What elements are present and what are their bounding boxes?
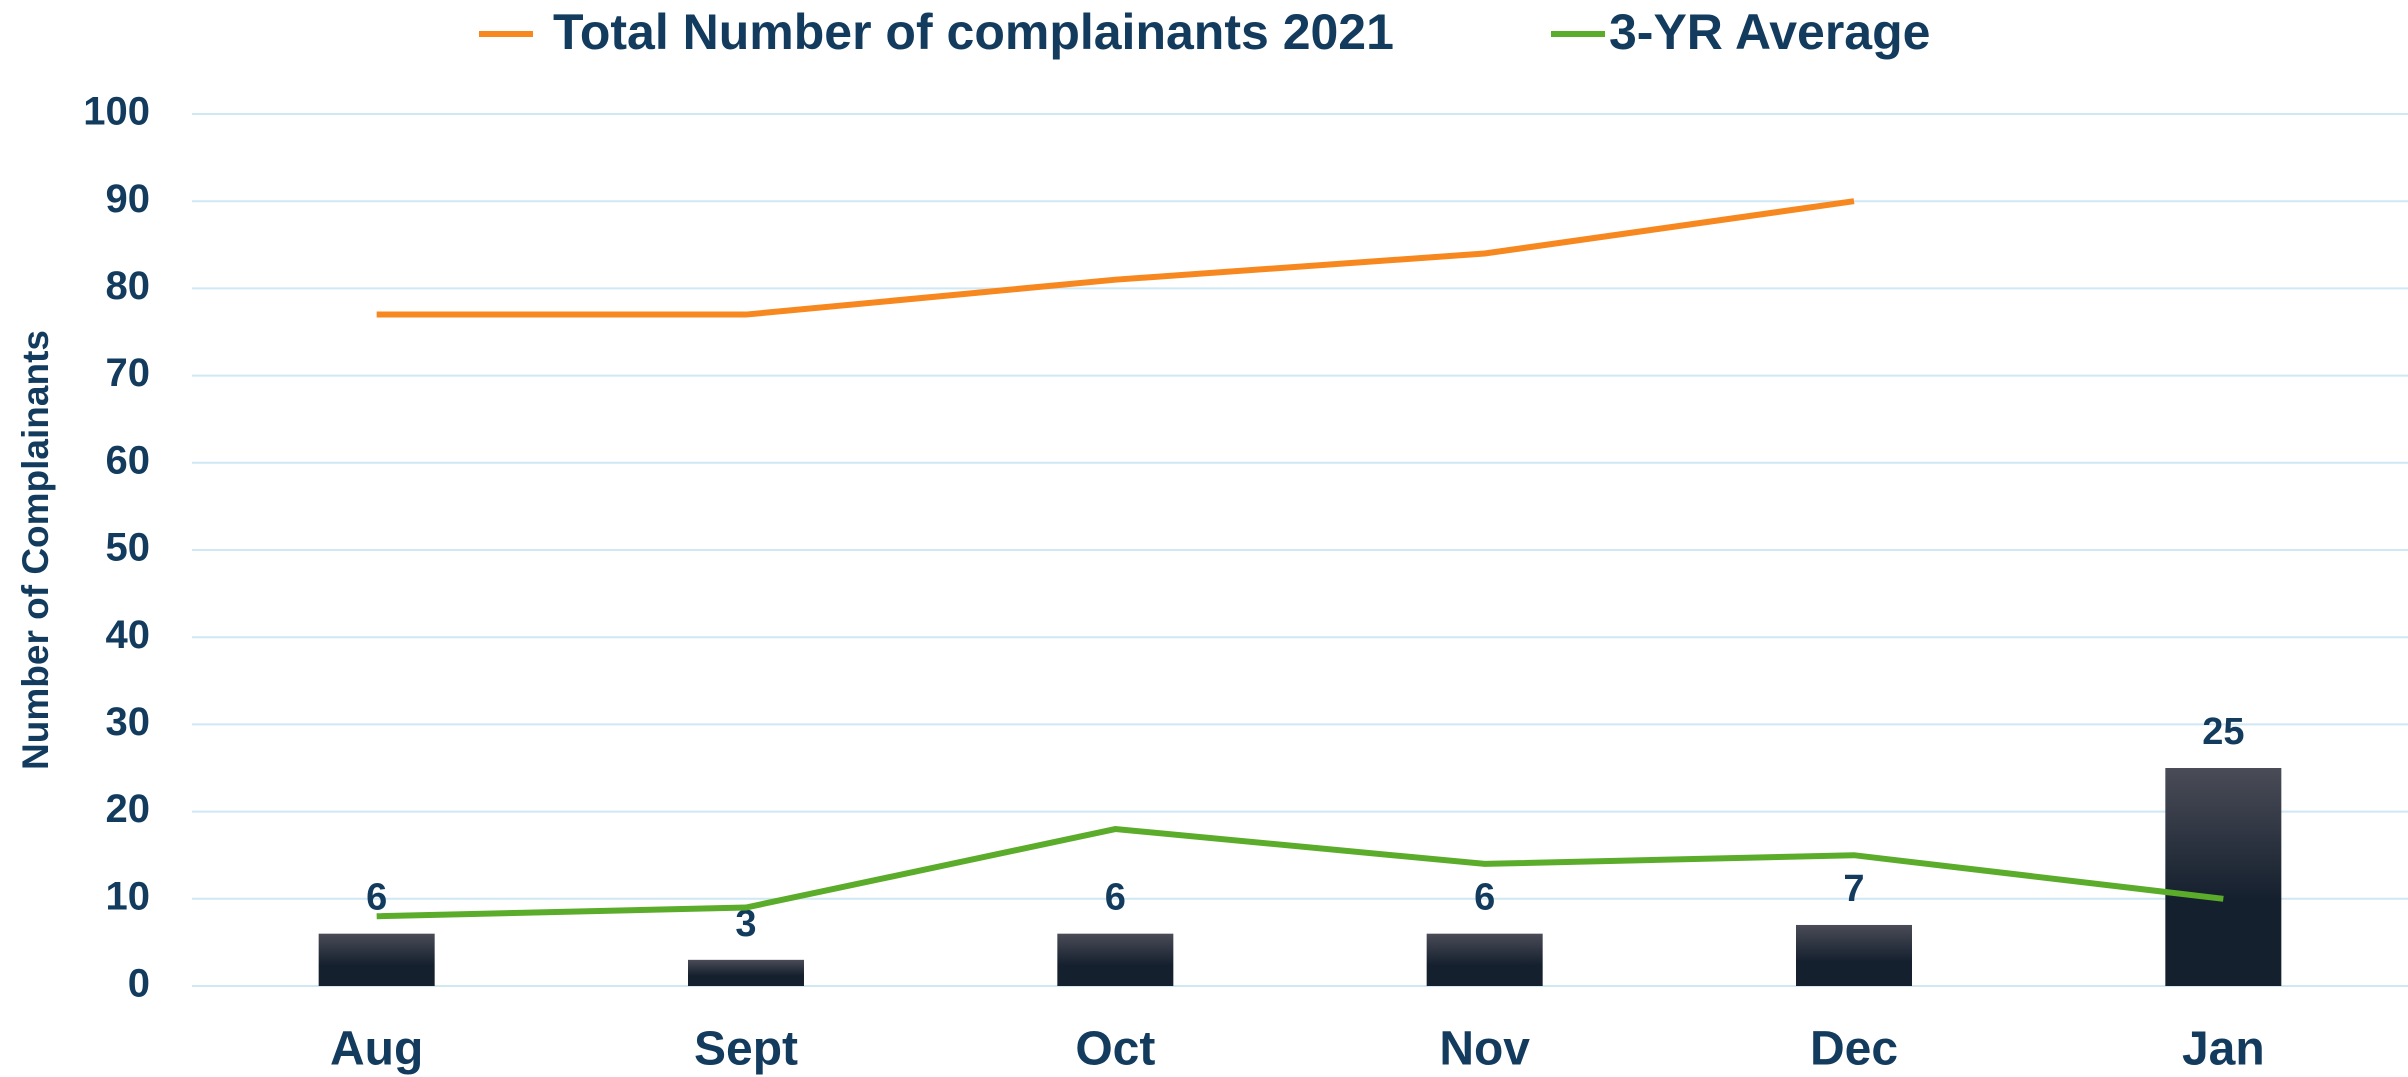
data-label: 7 [1843, 868, 1864, 910]
y-axis-label: Number of Complainants [15, 330, 56, 770]
y-tick-label: 0 [128, 962, 150, 1006]
y-tick-label: 50 [106, 526, 151, 570]
data-label: 3 [735, 903, 756, 945]
y-tick-label: 70 [106, 351, 151, 395]
bar [1796, 924, 1912, 986]
bar [1426, 933, 1543, 986]
x-tick-label: Nov [1439, 1023, 1530, 1076]
data-label: 25 [2202, 711, 2244, 753]
x-tick-label: Sept [694, 1023, 798, 1076]
y-tick-label: 100 [83, 90, 150, 134]
y-tick-label: 40 [106, 613, 151, 657]
line [376, 198, 1855, 318]
x-tick-label: Dec [1810, 1023, 1898, 1076]
data-label: 6 [1474, 877, 1495, 919]
bar [688, 959, 804, 986]
bar [1057, 933, 1174, 986]
y-tick-label: 90 [106, 177, 151, 221]
bar [2165, 768, 2282, 986]
data-label: 6 [366, 877, 387, 919]
y-tick-label: 10 [106, 874, 151, 918]
x-tick-label: Oct [1075, 1023, 1155, 1076]
x-tick-label: Aug [330, 1023, 423, 1076]
bar [318, 933, 435, 986]
y-tick-label: 80 [106, 264, 151, 308]
y-tick-label: 30 [106, 700, 151, 744]
legend-label: Total Number of complainants 2021 [553, 4, 1394, 60]
data-label: 6 [1105, 877, 1126, 919]
legend-label: 3-YR Average [1609, 4, 1930, 60]
y-tick-label: 20 [106, 787, 151, 831]
line [376, 826, 2224, 920]
y-tick-label: 60 [106, 438, 151, 482]
x-tick-label: Jan [2182, 1023, 2265, 1076]
